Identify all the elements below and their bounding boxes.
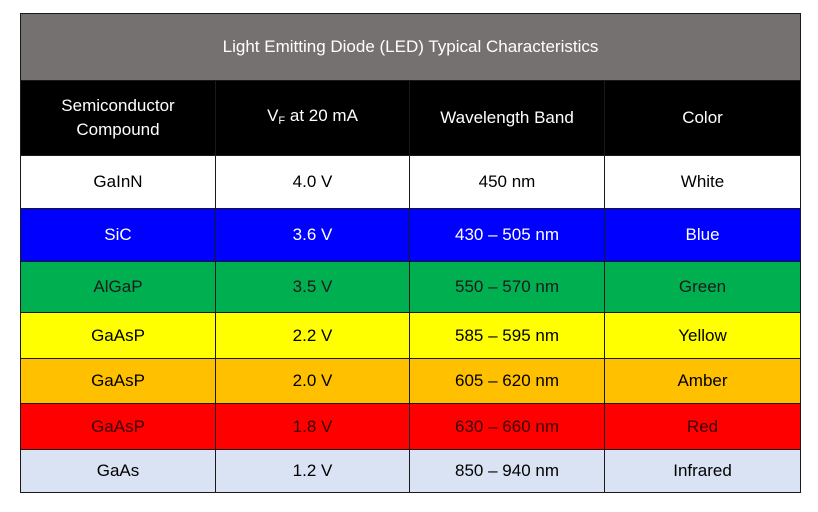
header-forward-voltage: VF at 20 mA <box>215 80 410 156</box>
cell-compound: GaAsP <box>20 403 216 450</box>
cell-forward-voltage: 2.2 V <box>215 312 410 359</box>
table-row: AlGaP 3.5 V 550 – 570 nm Green <box>20 261 802 313</box>
cell-wavelength: 585 – 595 nm <box>409 312 605 359</box>
cell-wavelength: 630 – 660 nm <box>409 403 605 450</box>
cell-compound: GaAsP <box>20 358 216 404</box>
cell-wavelength: 605 – 620 nm <box>409 358 605 404</box>
cell-forward-voltage: 2.0 V <box>215 358 410 404</box>
cell-color: Blue <box>603 208 802 262</box>
header-vf-rest: at 20 mA <box>285 105 358 125</box>
header-row: Semiconductor Compound VF at 20 mA Wavel… <box>20 80 802 156</box>
table-row: SiC 3.6 V 430 – 505 nm Blue <box>20 208 802 262</box>
cell-color: Infrared <box>603 449 802 493</box>
cell-forward-voltage: 3.5 V <box>215 261 410 313</box>
cell-compound: SiC <box>20 208 216 262</box>
cell-color: Yellow <box>603 312 802 359</box>
cell-forward-voltage: 1.8 V <box>215 403 410 450</box>
table-row: GaInN 4.0 V 450 nm White <box>20 155 802 209</box>
table-row: GaAsP 2.2 V 585 – 595 nm Yellow <box>20 312 802 359</box>
cell-compound: AlGaP <box>20 261 216 313</box>
cell-wavelength: 450 nm <box>409 155 605 209</box>
cell-wavelength: 430 – 505 nm <box>409 208 605 262</box>
cell-color: Amber <box>603 358 802 404</box>
cell-forward-voltage: 3.6 V <box>215 208 410 262</box>
cell-wavelength: 850 – 940 nm <box>409 449 605 493</box>
table-row: GaAs 1.2 V 850 – 940 nm Infrared <box>20 449 802 493</box>
table-title: Light Emitting Diode (LED) Typical Chara… <box>19 13 802 81</box>
cell-compound: GaInN <box>20 155 216 209</box>
table-row: GaAsP 1.8 V 630 – 660 nm Red <box>20 403 802 450</box>
header-vf-main: V <box>267 105 279 125</box>
cell-color: Green <box>603 261 802 313</box>
cell-color: White <box>603 155 802 209</box>
cell-forward-voltage: 1.2 V <box>215 449 410 493</box>
led-characteristics-table: Light Emitting Diode (LED) Typical Chara… <box>19 13 802 493</box>
header-color: Color <box>603 80 802 156</box>
cell-compound: GaAsP <box>20 312 216 359</box>
cell-forward-voltage: 4.0 V <box>215 155 410 209</box>
header-vf-subscript: F <box>278 114 286 127</box>
header-compound: Semiconductor Compound <box>20 80 216 156</box>
cell-color: Red <box>603 403 802 450</box>
title-row: Light Emitting Diode (LED) Typical Chara… <box>19 13 802 81</box>
table-row: GaAsP 2.0 V 605 – 620 nm Amber <box>20 358 802 404</box>
cell-compound: GaAs <box>20 449 216 493</box>
header-wavelength: Wavelength Band <box>409 80 605 156</box>
cell-wavelength: 550 – 570 nm <box>409 261 605 313</box>
